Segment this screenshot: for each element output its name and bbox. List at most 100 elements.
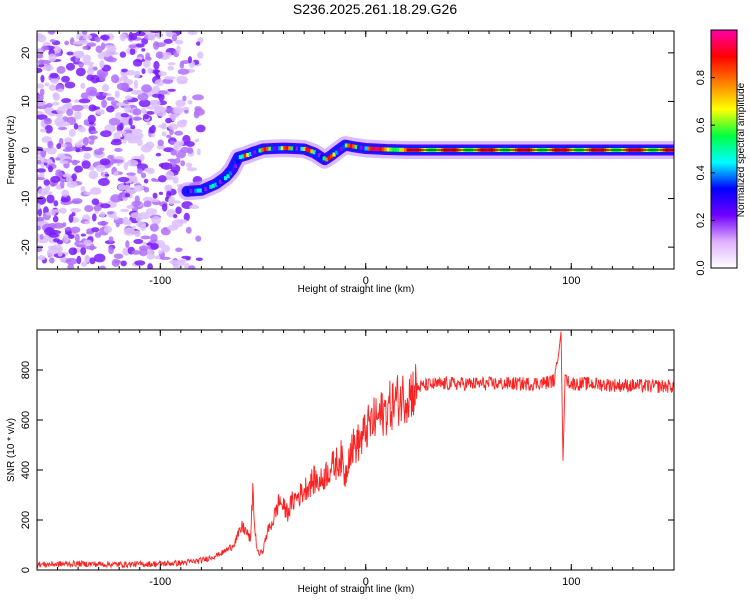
noise-blob (143, 200, 152, 208)
ridge-core-cell (357, 145, 361, 150)
ridge-core-cell (228, 171, 233, 176)
noise-blob (74, 233, 80, 243)
noise-blob (91, 198, 100, 206)
noise-blob (120, 82, 130, 92)
noise-blob (49, 72, 59, 79)
noise-blob (185, 141, 195, 147)
ridge-core-cell (310, 149, 314, 154)
ridge-core-cell (253, 150, 257, 155)
colorbar-ticks: 0.0 0.2 0.4 0.6 0.8 (695, 70, 715, 276)
noise-blob (84, 204, 94, 213)
noise-blob (147, 67, 153, 74)
ridge-core-cell (389, 147, 393, 152)
noise-blob (175, 247, 183, 252)
noise-blob (112, 138, 122, 143)
y-tick-label: 20 (20, 47, 32, 59)
noise-blob (168, 260, 180, 265)
y-tick-label: -20 (20, 239, 32, 255)
noise-blob (83, 239, 93, 247)
noise-blob (68, 129, 76, 137)
noise-blob (187, 100, 193, 105)
ridge-core-cell (337, 148, 341, 153)
ridge-core-cell (258, 148, 262, 153)
ridge-core-cell (342, 145, 346, 150)
noise-blob (128, 44, 137, 49)
noise-blob (82, 136, 89, 146)
noise-blob (74, 50, 85, 57)
noise-blob (37, 34, 47, 43)
x-tick-label: 0 (363, 576, 369, 588)
ridge-core-cell (391, 147, 395, 152)
noise-blob (150, 233, 158, 243)
noise-blob (132, 108, 142, 116)
noise-blob (82, 61, 95, 66)
ridge-core-cell (248, 152, 252, 157)
noise-blob (163, 76, 176, 80)
ridge-core-cell (297, 146, 302, 151)
noise-blob (69, 207, 82, 213)
spectrogram-noise-blobs (37, 31, 206, 269)
noise-blob (97, 51, 106, 60)
noise-blob (163, 38, 173, 44)
noise-blob (140, 224, 147, 231)
noise-blob (80, 185, 86, 193)
noise-blob (100, 42, 106, 51)
y-tick-label: 800 (20, 361, 32, 379)
noise-blob (75, 54, 83, 59)
noise-blob (126, 204, 135, 209)
noise-blob (80, 82, 86, 89)
x-tick-label: -100 (149, 275, 171, 287)
noise-blob (143, 114, 149, 120)
noise-blob (97, 221, 109, 225)
noise-blob (195, 257, 203, 261)
ridge-core-cell (376, 147, 381, 152)
noise-blob (152, 192, 158, 199)
noise-blob (119, 51, 127, 58)
noise-blob (173, 214, 178, 219)
noise-blob (197, 51, 204, 59)
noise-blob (106, 211, 114, 215)
noise-blob (143, 59, 151, 68)
noise-blob (73, 123, 79, 130)
noise-blob (122, 75, 128, 80)
ridge-core-cell (399, 147, 403, 152)
noise-blob (149, 223, 159, 232)
noise-blob (194, 108, 205, 116)
spectrogram-y-ticks: -20 -10 0 10 20 (20, 47, 674, 255)
noise-blob (164, 196, 170, 202)
noise-blob (64, 40, 70, 46)
noise-blob (64, 81, 76, 89)
noise-blob (44, 211, 56, 216)
noise-blob (181, 255, 192, 259)
noise-blob (48, 257, 55, 264)
noise-blob (169, 140, 175, 146)
ridge-core-cell (219, 179, 223, 184)
noise-blob (62, 234, 69, 242)
noise-blob (61, 98, 72, 104)
noise-blob (174, 130, 184, 136)
ridge-core-cell (302, 146, 307, 151)
noise-blob (81, 160, 91, 169)
snr-y-axis-label: SNR (10 * v/v) (6, 418, 17, 482)
ridge-core-cell (334, 150, 339, 155)
noise-blob (66, 51, 74, 56)
noise-blob (189, 204, 200, 210)
noise-blob (78, 98, 91, 104)
noise-blob (180, 146, 190, 154)
noise-blob (74, 110, 82, 120)
ridge-core-cell (379, 147, 383, 152)
noise-blob (91, 106, 101, 111)
noise-blob (110, 158, 118, 164)
noise-blob (150, 199, 160, 203)
ridge-core-cell (320, 154, 324, 159)
noise-blob (152, 93, 163, 98)
ridge-core-cell (359, 145, 363, 150)
noise-blob (135, 43, 145, 48)
ridge-core-cell (315, 151, 319, 156)
noise-blob (182, 95, 187, 102)
ridge-core-cell (221, 177, 225, 182)
ridge-core-cell (256, 149, 260, 154)
noise-blob (141, 48, 146, 52)
noise-blob (150, 31, 161, 34)
noise-blob (55, 121, 68, 128)
